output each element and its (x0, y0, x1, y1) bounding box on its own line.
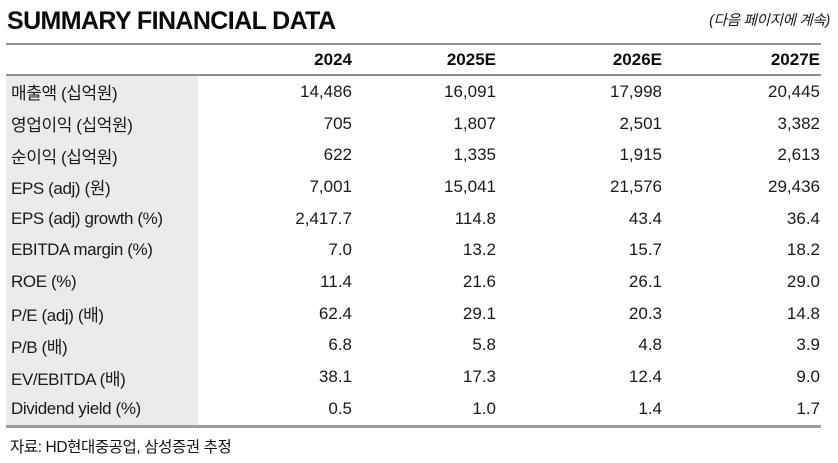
row-label: P/E (adj) (배) (6, 297, 198, 330)
row-label: 영업이익 (십억원) (6, 107, 198, 140)
value-cell: 21.6 (462, 271, 496, 291)
value-cell: 29,436 (768, 176, 820, 196)
value-cell: 62.4 (318, 303, 352, 323)
row-label: EPS (adj) growth (%) (6, 202, 198, 235)
row-label: P/B (배) (6, 329, 198, 362)
value-cell: 4.8 (638, 335, 662, 355)
column-header-2026e: 2026E (612, 49, 662, 69)
value-cell: 36.4 (786, 208, 820, 228)
value-cell: 13.2 (462, 240, 496, 260)
value-cell: 114.8 (454, 208, 496, 228)
table-row-revenue: 매출액 (십억원) 14,486 16,091 17,998 20,445 (6, 76, 821, 108)
table-row-ev-ebitda: EV/EBITDA (배) 38.1 17.3 12.4 9.0 (6, 361, 821, 393)
value-cell: 2,613 (777, 145, 820, 165)
table-row-eps: EPS (adj) (원) 7,001 15,041 21,576 29,436 (6, 171, 821, 203)
value-cell: 18.2 (786, 240, 820, 260)
row-label: EBITDA margin (%) (6, 234, 198, 267)
page-title: SUMMARY FINANCIAL DATA (7, 7, 336, 35)
value-cell: 3.9 (796, 335, 820, 355)
table-row-roe: ROE (%) 11.4 21.6 26.1 29.0 (6, 266, 821, 298)
row-label: ROE (%) (6, 266, 198, 298)
value-cell: 1,335 (453, 145, 496, 165)
value-cell: 43.4 (628, 208, 662, 228)
value-cell: 1.0 (472, 398, 496, 418)
page-header: SUMMARY FINANCIAL DATA (다음 페이지에 계속) (6, 6, 830, 36)
value-cell: 7.0 (328, 240, 352, 260)
column-header-2025e: 2025E (446, 49, 496, 69)
value-cell: 3,382 (777, 113, 820, 133)
row-label: EV/EBITDA (배) (6, 361, 198, 393)
value-cell: 7,001 (309, 176, 352, 196)
table-row-operating-profit: 영업이익 (십억원) 705 1,807 2,501 3,382 (6, 107, 821, 140)
row-label: EPS (adj) (원) (6, 171, 198, 203)
value-cell: 29.0 (786, 271, 820, 291)
value-cell: 2,417.7 (295, 208, 352, 228)
value-cell: 15.7 (628, 240, 662, 260)
value-cell: 20,445 (768, 81, 820, 101)
table-row-pe: P/E (adj) (배) 62.4 29.1 20.3 14.8 (6, 297, 821, 330)
value-cell: 6.8 (328, 335, 352, 355)
value-cell: 1.4 (638, 398, 662, 418)
table-row-eps-growth: EPS (adj) growth (%) 2,417.7 114.8 43.4 … (6, 202, 821, 235)
value-cell: 622 (323, 145, 352, 165)
value-cell: 16,091 (444, 81, 496, 101)
value-cell: 38.1 (318, 367, 352, 387)
value-cell: 17,998 (610, 81, 662, 101)
row-label: 순이익 (십억원) (6, 139, 198, 172)
value-cell: 26.1 (628, 271, 662, 291)
table-row-dividend-yield: Dividend yield (%) 0.5 1.0 1.4 1.7 (6, 392, 821, 425)
table-row-ebitda-margin: EBITDA margin (%) 7.0 13.2 15.7 18.2 (6, 234, 821, 267)
column-header-2027e: 2027E (770, 49, 820, 69)
value-cell: 29.1 (462, 303, 496, 323)
value-cell: 14.8 (786, 303, 820, 323)
table-body: 매출액 (십억원) 14,486 16,091 17,998 20,445 영업… (6, 76, 821, 428)
row-label: Dividend yield (%) (6, 392, 198, 425)
value-cell: 15,041 (444, 176, 496, 196)
value-cell: 14,486 (300, 81, 352, 101)
financial-table: 2024 2025E 2026E 2027E 매출액 (십억원) 14,486 … (6, 43, 821, 428)
value-cell: 1,807 (453, 113, 496, 133)
row-label: 매출액 (십억원) (6, 76, 198, 108)
value-cell: 17.3 (462, 367, 496, 387)
value-cell: 12.4 (628, 367, 662, 387)
source-note: 자료: HD현대중공업, 삼성증권 추정 (10, 438, 232, 456)
value-cell: 0.5 (328, 398, 352, 418)
value-cell: 5.8 (472, 335, 496, 355)
value-cell: 2,501 (619, 113, 662, 133)
table-row-pb: P/B (배) 6.8 5.8 4.8 3.9 (6, 329, 821, 362)
value-cell: 11.4 (320, 271, 352, 291)
column-header-2024: 2024 (314, 49, 352, 69)
header-spacer-cell (6, 45, 198, 74)
value-cell: 1.7 (796, 398, 820, 418)
continuation-note: (다음 페이지에 계속) (709, 13, 830, 29)
value-cell: 705 (323, 113, 352, 133)
value-cell: 1,915 (619, 145, 662, 165)
table-header-row: 2024 2025E 2026E 2027E (6, 43, 821, 76)
table-row-net-profit: 순이익 (십억원) 622 1,335 1,915 2,613 (6, 139, 821, 172)
value-cell: 20.3 (628, 303, 662, 323)
value-cell: 21,576 (610, 176, 662, 196)
value-cell: 9.0 (796, 367, 820, 387)
